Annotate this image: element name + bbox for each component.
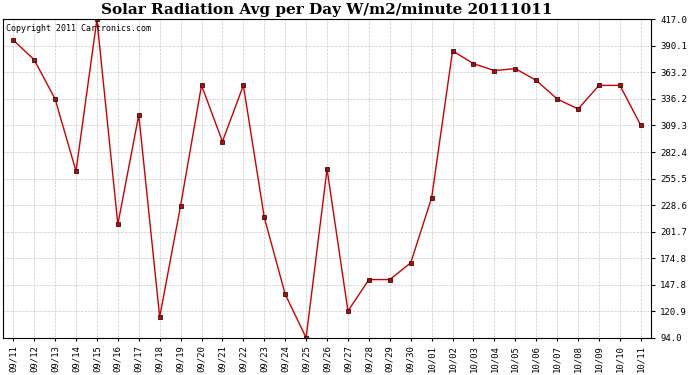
Text: Copyright 2011 Cartronics.com: Copyright 2011 Cartronics.com: [6, 24, 151, 33]
Title: Solar Radiation Avg per Day W/m2/minute 20111011: Solar Radiation Avg per Day W/m2/minute …: [101, 3, 553, 17]
